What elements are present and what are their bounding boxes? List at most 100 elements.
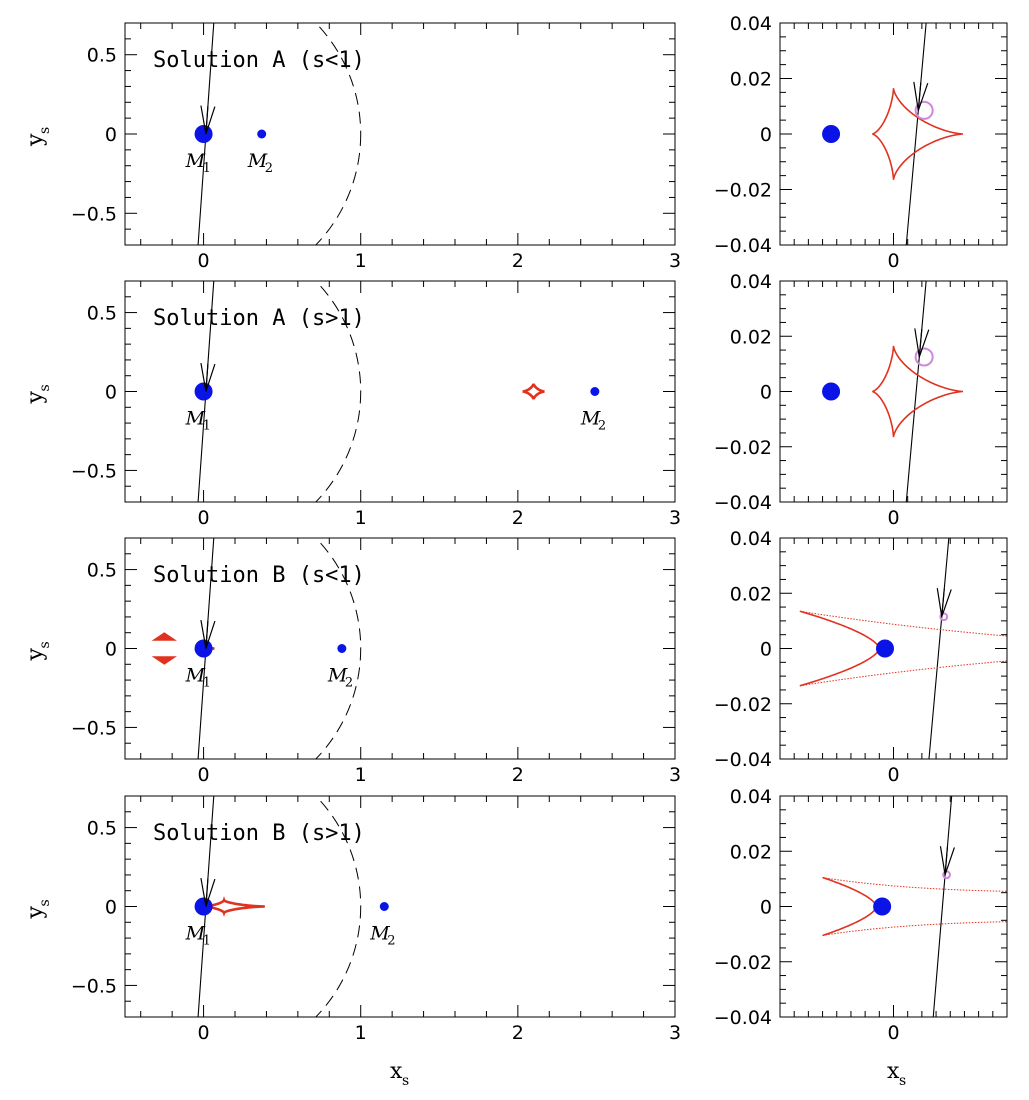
zoom-panel: 0 −0.04 −0.02 0 0.02 0.04 [714,786,1008,1044]
trajectory-arrow-shaft [917,82,922,111]
mass-label: M [369,923,390,945]
y-tick-label: 0 [760,639,772,661]
caustic [522,383,545,400]
x-tick-label: 0 [887,1022,899,1044]
plot-area [822,796,1007,1017]
mass-label: M [327,665,348,687]
mass-label: M [247,150,268,172]
source-trajectory [905,281,927,502]
y-tick-label: −0.02 [714,952,772,974]
mass-point [873,897,892,916]
y-tick-label: 0 [105,382,117,404]
caustic-tail-upper [822,877,1007,892]
mass-label: M [185,665,206,687]
y-tick-label: −0.04 [714,749,772,771]
trajectory-arrow-shaft [205,620,209,649]
y-tick-label: 0.04 [730,271,772,293]
plot-area [151,538,362,759]
y-tick-label: −0.02 [714,180,772,202]
trajectory-arrow-shaft [941,588,945,617]
plot-area [822,281,964,502]
y-tick-label: 0.5 [87,45,117,67]
mass-label-subscript: 1 [203,934,211,949]
x-tick-label: 3 [669,1022,681,1044]
x-tick-label: 3 [669,764,681,786]
y-tick-label: −0.02 [714,437,772,459]
y-axis-label: y [23,133,48,147]
plot-area [194,796,389,1017]
x-tick-label: 0 [887,507,899,529]
y-tick-label: −0.5 [71,717,117,739]
y-axis-title: ys [23,641,53,661]
zoom-panel: 0 −0.04 −0.02 0 0.02 0.04 [714,13,1008,272]
x-tick-label: 1 [355,764,367,786]
x-tick-label: 3 [669,507,681,529]
source-circle [939,612,949,622]
mass-point [875,639,894,658]
mass-label: M [185,923,206,945]
y-tick-label: 0 [760,897,772,919]
y-axis-title: ys [23,384,53,404]
y-tick-label: −0.04 [714,235,772,257]
trajectory-arrow-shaft [205,878,209,907]
y-tick-label: 0.04 [730,786,772,808]
x-tick-label: 3 [669,250,681,272]
x-tick-label: 1 [355,507,367,529]
x-axis-title-wide: x s [390,1059,409,1089]
y-tick-label: −0.02 [714,694,772,716]
x-tick-label: 2 [512,764,524,786]
mass-point [194,897,213,916]
trajectory-arrow-shaft [205,363,209,392]
source-trajectory [932,796,953,1017]
caustic [202,896,265,917]
einstein-ring [315,281,362,502]
x-axis-subscript: s [402,1073,409,1089]
mass-point [379,902,389,911]
zoom-panel: 0 −0.04 −0.02 0 0.02 0.04 [714,271,1008,529]
caustic-arm-upper [799,610,881,649]
einstein-ring [315,23,362,245]
y-axis-title: ys [23,127,53,147]
y-axis-label: y [23,906,48,920]
y-tick-label: 0 [760,382,772,404]
caustic-tail-lower [799,660,1007,687]
y-tick-label: 0.5 [87,560,117,582]
mass-point [194,382,213,401]
caustic [872,88,964,180]
trajectory-arrow-shaft [918,329,923,358]
y-tick-label: 0.02 [730,841,772,863]
trajectory-arrow-shaft [205,106,209,135]
plot-area [799,538,1007,759]
mass-label: M [185,408,206,430]
x-tick-label: 2 [512,1022,524,1044]
y-tick-label: 0 [105,639,117,661]
plot-area [822,23,964,245]
caustic-arm-upper [822,876,878,907]
wide-panel: M1 M20 1 2 3−0.500.5 Solution B (s<1)ys [23,537,681,786]
mass-point [590,387,600,396]
wide-panel: M1 M20 1 2 3−0.500.5 Solution B (s>1)ys [23,795,681,1044]
y-axis-subscript: s [37,384,53,391]
plot-frame [779,280,1008,503]
y-tick-label: 0.02 [730,326,772,348]
y-tick-label: 0 [760,124,772,146]
x-tick-label: 0 [198,507,210,529]
caustic-arm-lower [822,906,878,937]
plot-frame [779,22,1008,246]
panel-title: Solution B (s>1) [153,821,365,846]
mass-label-subscript: 1 [203,161,211,176]
mass-label-subscript: 1 [203,676,211,691]
einstein-ring [315,538,362,759]
source-circle [914,100,934,120]
x-tick-label: 0 [198,764,210,786]
caustic-triangle [151,656,177,665]
y-tick-label: −0.5 [71,975,117,997]
y-tick-label: 0.04 [730,528,772,550]
mass-point [257,129,267,139]
source-trajectory [905,23,927,245]
y-tick-label: −0.5 [71,460,117,482]
plot-frame [779,795,1008,1018]
y-tick-label: 0.04 [730,13,772,35]
